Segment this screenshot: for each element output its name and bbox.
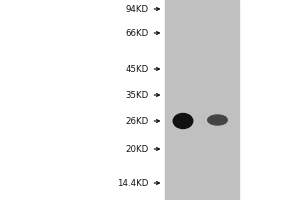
Text: 14.4KD: 14.4KD — [117, 178, 148, 188]
Text: 45KD: 45KD — [125, 64, 148, 73]
Text: 20KD: 20KD — [125, 144, 148, 154]
Text: 94KD: 94KD — [125, 4, 148, 14]
Ellipse shape — [208, 115, 227, 125]
Text: 26KD: 26KD — [125, 116, 148, 126]
Text: 66KD: 66KD — [125, 28, 148, 38]
Text: 35KD: 35KD — [125, 90, 148, 99]
Ellipse shape — [173, 114, 193, 129]
Bar — [165, 0, 238, 200]
